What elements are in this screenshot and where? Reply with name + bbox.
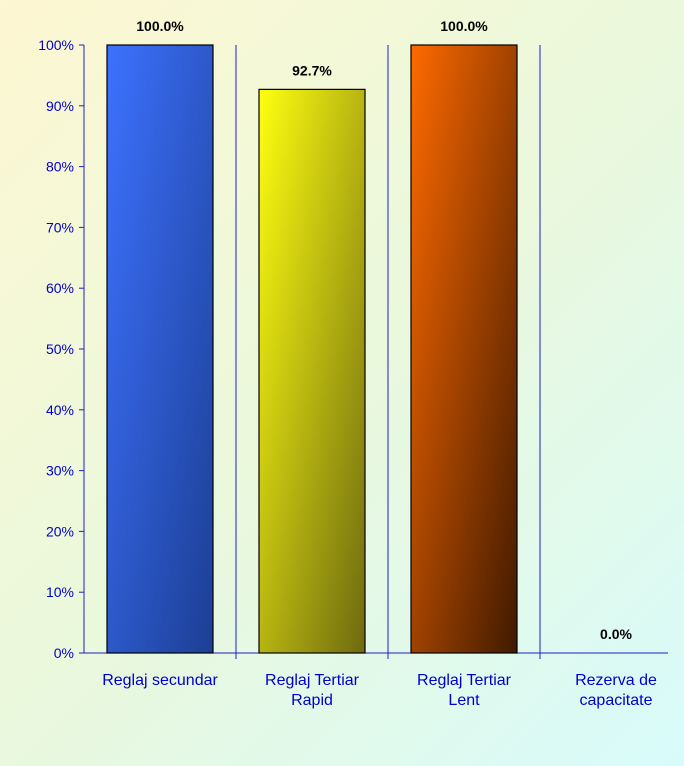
y-tick-label: 40% [46,402,74,418]
y-tick-label: 0% [54,645,74,661]
bar-3 [410,44,518,654]
bar-1 [106,44,214,654]
y-tick-label: 60% [46,280,74,296]
data-label: 0.0% [600,626,632,642]
y-tick-label: 10% [46,584,74,600]
category-label: Rapid [291,692,333,709]
bar-2 [258,88,366,654]
category-label: capacitate [580,692,653,709]
category-label: Rezerva de [575,672,657,689]
data-label: 100.0% [136,18,184,34]
category-label: Reglaj Tertiar [265,672,360,689]
y-tick-label: 20% [46,523,74,539]
data-label: 92.7% [292,62,332,78]
category-label: Reglaj secundar [102,672,218,689]
data-label: 100.0% [440,18,488,34]
category-label: Reglaj Tertiar [417,672,512,689]
y-tick-label: 80% [46,159,74,175]
y-tick-label: 90% [46,98,74,114]
y-tick-label: 50% [46,341,74,357]
category-label: Lent [448,692,480,709]
y-tick-label: 30% [46,463,74,479]
y-tick-label: 100% [38,37,74,53]
y-tick-label: 70% [46,219,74,235]
